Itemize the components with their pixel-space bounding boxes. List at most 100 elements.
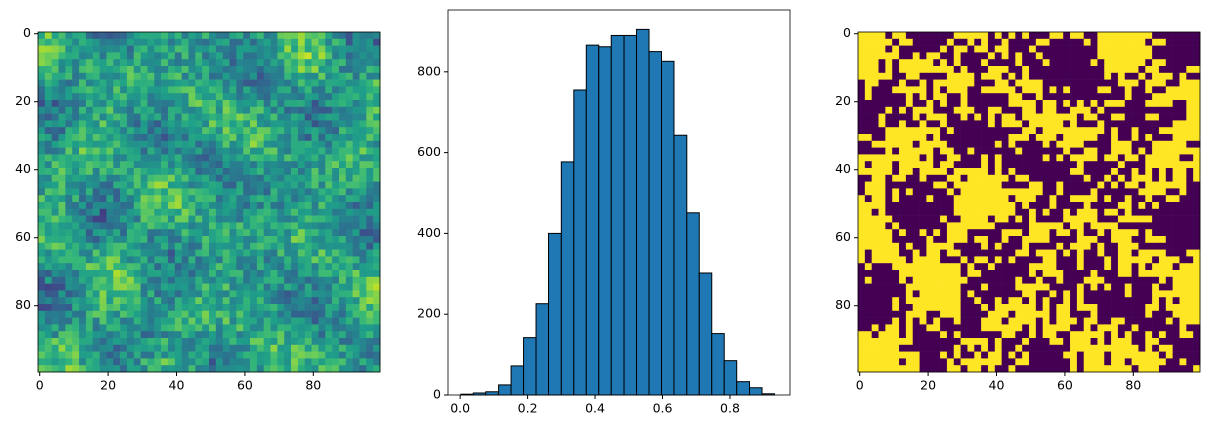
pixel xyxy=(291,310,299,318)
pixel xyxy=(912,195,920,203)
pixel xyxy=(1001,304,1009,312)
pixel xyxy=(987,263,996,271)
x-tick-label: 0 xyxy=(36,378,44,393)
pixel xyxy=(987,297,996,305)
pixel xyxy=(92,106,100,114)
pixel xyxy=(946,202,955,210)
pixel xyxy=(359,66,367,74)
pixel xyxy=(215,140,223,148)
pixel xyxy=(277,106,285,114)
pixel xyxy=(1076,134,1085,142)
pixel xyxy=(1076,236,1085,244)
pixel xyxy=(304,86,312,94)
pixel xyxy=(1070,38,1078,46)
pixel xyxy=(1172,161,1180,169)
pixel xyxy=(366,134,374,142)
pixel xyxy=(1008,263,1016,271)
pixel xyxy=(256,32,265,40)
pixel xyxy=(318,324,326,332)
pixel xyxy=(1076,290,1085,298)
pixel xyxy=(120,195,128,203)
pixel xyxy=(1090,215,1098,223)
pixel xyxy=(250,208,258,216)
pixel xyxy=(994,297,1002,305)
pixel xyxy=(919,215,927,223)
pixel xyxy=(1104,93,1112,101)
pixel xyxy=(1104,188,1112,196)
pixel xyxy=(270,215,278,223)
pixel xyxy=(1172,236,1180,244)
pixel xyxy=(1035,222,1043,230)
pixel xyxy=(256,276,265,284)
pixel xyxy=(209,127,217,135)
pixel xyxy=(79,86,87,94)
pixel xyxy=(919,38,927,46)
pixel xyxy=(1001,52,1009,60)
pixel xyxy=(1035,229,1043,237)
pixel xyxy=(79,45,87,53)
pixel xyxy=(1015,215,1023,223)
pixel xyxy=(926,215,934,223)
pixel xyxy=(946,174,955,182)
pixel xyxy=(38,202,46,210)
pixel xyxy=(222,324,230,332)
pixel xyxy=(987,215,996,223)
pixel xyxy=(1111,263,1119,271)
pixel xyxy=(905,324,914,332)
pixel xyxy=(284,174,292,182)
pixel xyxy=(1179,242,1187,250)
pixel xyxy=(359,324,367,332)
pixel xyxy=(126,202,135,210)
pixel xyxy=(1029,256,1037,264)
pixel xyxy=(181,202,189,210)
pixel xyxy=(981,120,989,128)
pixel xyxy=(940,236,948,244)
pixel xyxy=(1097,331,1105,339)
pixel xyxy=(284,66,292,74)
pixel xyxy=(352,317,360,325)
pixel xyxy=(202,202,210,210)
pixel xyxy=(1083,283,1091,291)
pixel xyxy=(99,168,107,176)
pixel xyxy=(1063,127,1071,135)
pixel xyxy=(79,161,87,169)
pixel xyxy=(940,79,948,87)
pixel xyxy=(65,188,73,196)
pixel xyxy=(1193,32,1201,40)
pixel xyxy=(1008,32,1016,40)
pixel xyxy=(318,365,326,373)
pixel xyxy=(215,222,223,230)
pixel xyxy=(133,134,141,142)
pixel xyxy=(256,100,265,108)
pixel xyxy=(325,276,333,284)
pixel xyxy=(72,229,80,237)
pixel xyxy=(1001,174,1009,182)
pixel xyxy=(58,127,66,135)
pixel xyxy=(1131,168,1139,176)
pixel xyxy=(44,134,52,142)
pixel xyxy=(311,59,319,67)
pixel xyxy=(304,215,312,223)
pixel xyxy=(256,134,265,142)
pixel xyxy=(120,263,128,271)
pixel xyxy=(243,236,251,244)
pixel xyxy=(311,93,319,101)
pixel xyxy=(981,290,989,298)
pixel xyxy=(1117,79,1126,87)
pixel xyxy=(953,324,961,332)
pixel xyxy=(58,324,66,332)
pixel xyxy=(202,270,210,278)
pixel xyxy=(1152,168,1160,176)
pixel xyxy=(79,195,87,203)
pixel xyxy=(181,134,189,142)
pixel xyxy=(202,120,210,128)
pixel xyxy=(236,276,244,284)
pixel xyxy=(65,208,73,216)
pixel xyxy=(325,181,333,189)
pixel xyxy=(1083,317,1091,325)
pixel xyxy=(981,283,989,291)
pixel xyxy=(1145,147,1153,155)
pixel xyxy=(1158,270,1167,278)
pixel xyxy=(51,236,59,244)
pixel xyxy=(147,242,155,250)
